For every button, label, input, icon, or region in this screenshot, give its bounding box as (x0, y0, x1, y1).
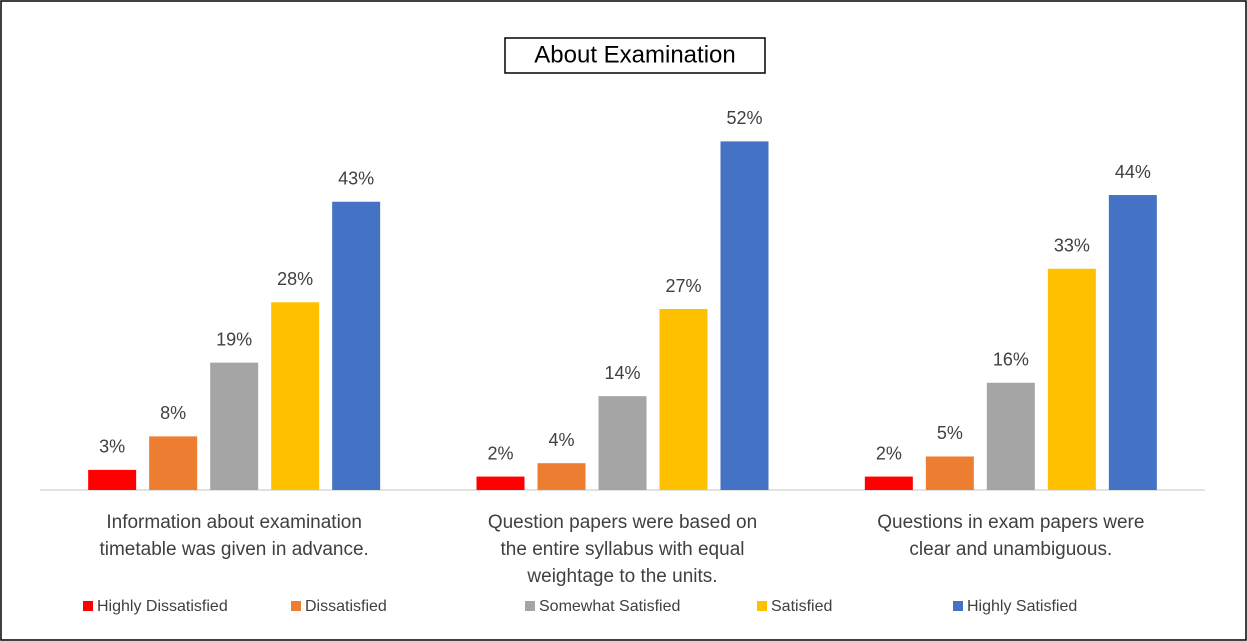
data-label: 52% (726, 108, 762, 128)
data-label: 44% (1115, 162, 1151, 182)
bar (659, 309, 708, 490)
legend-swatch (757, 601, 767, 611)
data-label: 33% (1054, 236, 1090, 256)
data-label: 14% (604, 363, 640, 383)
bar (88, 469, 137, 490)
bar (1108, 195, 1157, 490)
legend-label: Highly Satisfied (967, 598, 1077, 615)
data-label: 19% (216, 329, 252, 349)
data-label: 5% (937, 423, 963, 443)
data-label: 4% (548, 430, 574, 450)
x-tick-label: Questions in exam papers were clear and … (877, 512, 1145, 560)
legend-swatch (83, 601, 93, 611)
bar (332, 201, 381, 491)
data-label: 8% (160, 403, 186, 423)
bar (925, 456, 974, 490)
bar (1047, 268, 1096, 490)
bar (986, 382, 1035, 490)
bar (864, 476, 913, 490)
legend-label: Somewhat Satisfied (539, 598, 680, 615)
bar (149, 436, 198, 490)
bar (210, 362, 259, 490)
legend-swatch (291, 601, 301, 611)
bar (271, 302, 320, 490)
chart-title: About Examination (534, 41, 735, 68)
x-tick-label: Information about examination timetable … (99, 512, 369, 560)
legend-swatch (525, 601, 535, 611)
data-label: 16% (993, 349, 1029, 369)
legend-swatch (953, 601, 963, 611)
legend-label: Dissatisfied (305, 598, 387, 615)
data-label: 3% (99, 437, 125, 457)
data-label: 2% (876, 443, 902, 463)
bar (537, 463, 586, 490)
data-label: 43% (338, 168, 374, 188)
data-label: 2% (487, 443, 513, 463)
bar (476, 476, 525, 490)
legend-label: Highly Dissatisfied (97, 598, 228, 615)
data-label: 27% (665, 276, 701, 296)
legend-label: Satisfied (771, 598, 832, 615)
x-tick-label: Question papers were based on the entire… (487, 512, 758, 587)
title-box (504, 37, 766, 74)
bar (720, 141, 769, 490)
bar (598, 396, 647, 490)
data-label: 28% (277, 269, 313, 289)
